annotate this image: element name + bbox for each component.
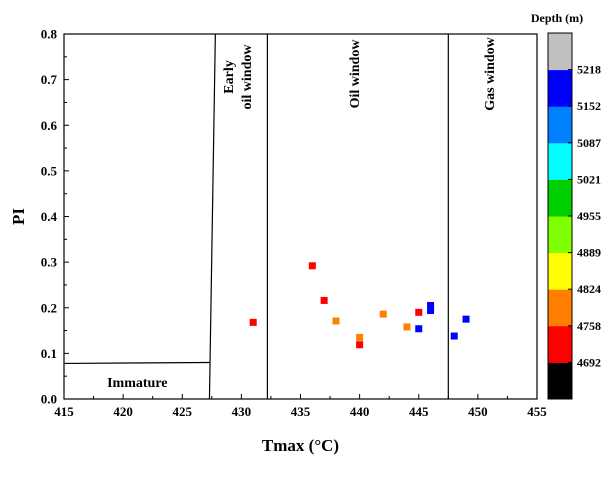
colorbar-label: 4824 <box>577 282 601 296</box>
y-tick-label: 0.1 <box>41 346 57 361</box>
x-tick-label: 420 <box>113 404 133 419</box>
data-point <box>249 318 257 326</box>
y-tick-label: 0.5 <box>41 163 58 178</box>
colorbar-label: 4955 <box>577 209 601 223</box>
data-point <box>450 332 458 340</box>
y-tick-label: 0.3 <box>41 255 58 270</box>
colorbar-segment <box>548 106 572 144</box>
x-tick-label: 450 <box>468 404 488 419</box>
data-point <box>403 323 411 331</box>
x-tick-label: 445 <box>409 404 429 419</box>
colorbar-label: 5218 <box>577 63 601 77</box>
plot-frame <box>63 33 538 400</box>
data-point <box>356 333 364 341</box>
data-point <box>379 310 387 318</box>
zone-label-oil-window: Oil window <box>348 39 363 109</box>
colorbar-label: 4692 <box>577 355 601 369</box>
zone-label-early-oil-line2: oil window <box>240 44 255 110</box>
y-tick-label: 0.4 <box>41 209 58 224</box>
plot-area: 415 420 425 430 435 440 445 450 455 0.0 0.1 0.2 0.3 0… <box>9 27 547 456</box>
colorbar-label: 5021 <box>577 172 601 186</box>
colorbar-title: Depth (m) <box>531 11 583 25</box>
zone-label-early-oil-line1: Early <box>222 60 237 93</box>
y-tick-label: 0.0 <box>41 392 57 407</box>
colorbar-label: 4889 <box>577 246 601 260</box>
x-tick-label: 455 <box>527 404 547 419</box>
immature-boundary-line <box>63 361 210 365</box>
colorbar-segment <box>548 69 572 107</box>
colorbar-segment <box>548 216 572 254</box>
zone-label-immature: Immature <box>107 376 167 391</box>
data-point <box>308 262 316 270</box>
colorbar-segment <box>548 362 572 400</box>
data-point <box>415 308 423 316</box>
data-point <box>332 317 340 325</box>
colorbar-segment <box>548 289 572 327</box>
x-axis-title: Tmax (°C) <box>262 436 339 455</box>
zone-label-gas-window: Gas window <box>483 36 498 110</box>
early-oil-boundary-line <box>208 33 216 400</box>
data-point <box>427 306 435 314</box>
colorbar-label: 5152 <box>577 99 601 113</box>
x-tick-label: 415 <box>54 404 74 419</box>
colorbar-segment <box>548 252 572 290</box>
x-tick-label: 435 <box>291 404 311 419</box>
colorbar-label: 4758 <box>577 319 601 333</box>
x-tick-label: 430 <box>232 404 252 419</box>
colorbar-segment <box>548 179 572 217</box>
y-tick-label: 0.8 <box>41 27 58 42</box>
depth-colorbar: Depth (m) 5218 5152 5087 5021 4955 4889 4824 475… <box>531 11 601 400</box>
y-tick-label: 0.2 <box>41 300 57 315</box>
colorbar-segment <box>548 33 572 71</box>
colorbar-segment <box>548 325 572 363</box>
data-point <box>427 301 435 309</box>
data-point <box>320 296 328 304</box>
data-point <box>356 341 364 349</box>
colorbar-segment <box>548 142 572 180</box>
x-tick-label: 425 <box>173 404 193 419</box>
y-axis-title: PI <box>9 208 28 225</box>
colorbar-label: 5087 <box>577 136 601 150</box>
data-point <box>415 325 423 333</box>
x-tick-label: 440 <box>350 404 370 419</box>
data-point <box>462 315 470 323</box>
y-tick-label: 0.6 <box>41 118 58 133</box>
y-tick-label: 0.7 <box>41 72 58 87</box>
